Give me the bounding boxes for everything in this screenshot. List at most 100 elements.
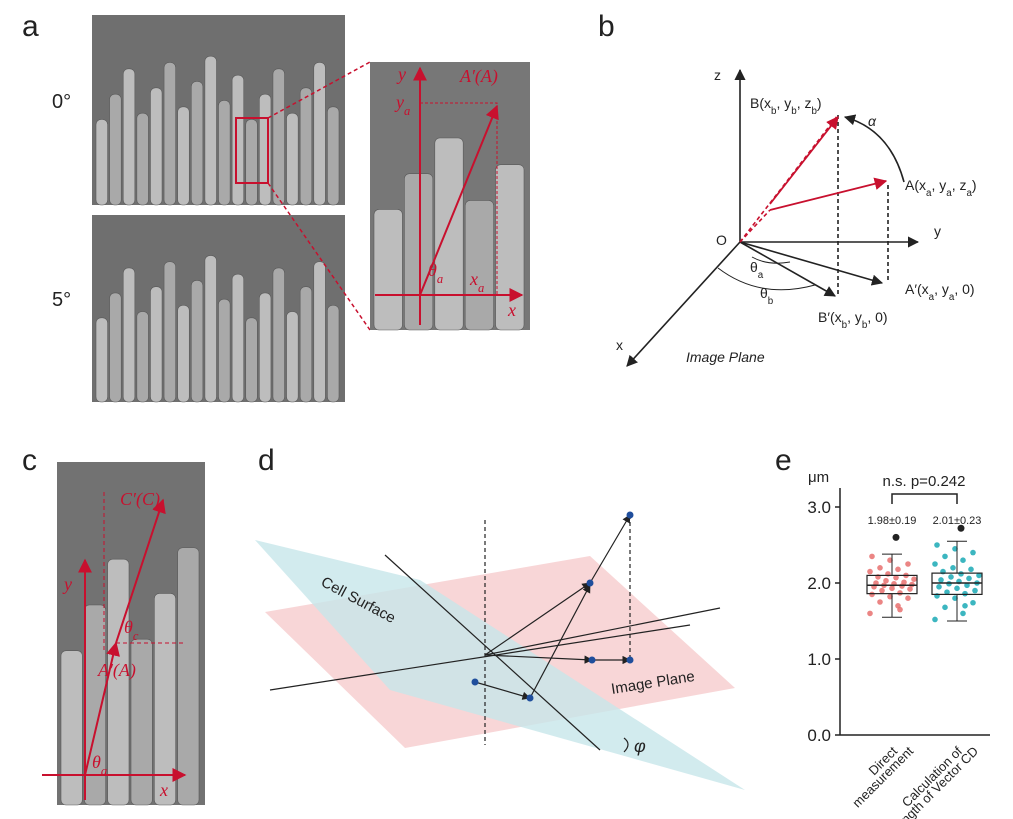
- point-label: B′(xb, yb, 0): [818, 309, 888, 331]
- sem-image: [370, 62, 530, 330]
- subscript: a: [437, 272, 443, 286]
- text-part: ): [972, 177, 977, 193]
- subscript: a: [478, 281, 484, 295]
- stereocilium: [137, 312, 149, 402]
- y-tick-label: 0.0: [807, 726, 831, 745]
- text-part: , 0): [954, 281, 974, 297]
- data-point: [879, 588, 885, 594]
- outlier: [893, 534, 900, 541]
- text-part: y: [394, 92, 404, 112]
- stereocilium: [178, 107, 190, 205]
- data-point: [895, 567, 901, 573]
- point-label: A′(A): [97, 660, 136, 681]
- data-point: [936, 584, 942, 590]
- y-tick-label: 2.0: [807, 574, 831, 593]
- stereocilium: [232, 274, 244, 402]
- data-point: [867, 569, 873, 575]
- axis-label: y: [396, 64, 406, 84]
- stereocilium: [327, 305, 339, 402]
- origin-label: O: [716, 232, 727, 248]
- text-part: B(x: [750, 95, 771, 111]
- stereocilium: [287, 113, 299, 205]
- point-label: B(xb, yb, zb): [750, 95, 822, 117]
- text-part: θ: [760, 285, 768, 301]
- shape: [589, 657, 596, 664]
- text-part: x: [469, 269, 478, 289]
- axis-label: x: [159, 780, 168, 800]
- panel-label: a: [22, 10, 39, 43]
- stereocilium: [435, 138, 463, 330]
- data-point: [883, 578, 889, 584]
- stereocilium: [404, 174, 432, 330]
- guide-line: [590, 515, 630, 583]
- data-point: [970, 600, 976, 606]
- sem-image: [92, 15, 345, 205]
- text-part: θ: [92, 752, 101, 772]
- subscript: a: [758, 270, 764, 281]
- stereocilium: [300, 88, 312, 205]
- text-part: , y: [847, 309, 862, 325]
- stereocilium: [110, 94, 122, 205]
- panel-label: e: [775, 444, 792, 477]
- stereocilium: [123, 268, 135, 402]
- stereocilium: [123, 69, 135, 205]
- guide-line: [740, 210, 770, 242]
- guide-line: [627, 242, 740, 366]
- text-part: ): [817, 95, 822, 111]
- stereocilium: [246, 318, 258, 402]
- shape: [527, 695, 534, 702]
- text-part: , z: [952, 177, 967, 193]
- data-point: [960, 557, 966, 563]
- data-point: [968, 567, 974, 573]
- stereocilium: [300, 287, 312, 402]
- subscript: a: [404, 104, 410, 118]
- data-point: [905, 561, 911, 567]
- axis-label: x: [616, 337, 623, 353]
- stereocilium: [219, 101, 231, 206]
- y-tick-label: 1.0: [807, 650, 831, 669]
- axis-label: y: [62, 574, 72, 594]
- axis-label: x: [507, 300, 516, 320]
- shape: [587, 580, 594, 587]
- text-part: A′(x: [905, 281, 929, 297]
- stereocilium: [110, 293, 122, 402]
- point-label: A(xa, ya, za): [905, 177, 977, 199]
- data-point: [938, 577, 944, 583]
- text-part: , 0): [867, 309, 887, 325]
- subscript: c: [133, 629, 139, 643]
- text-part: θ: [124, 617, 133, 637]
- data-point: [966, 576, 972, 582]
- guide-line: [770, 117, 838, 204]
- stereocilium: [178, 305, 190, 402]
- data-point: [877, 599, 883, 605]
- data-point: [962, 591, 968, 597]
- stereocilium: [327, 107, 339, 205]
- value-label: 2.01±0.23: [933, 515, 982, 527]
- stereocilium: [219, 299, 231, 402]
- stereocilium: [273, 268, 285, 402]
- stereocilium: [246, 120, 258, 206]
- stereocilium: [178, 548, 199, 805]
- shape: [627, 657, 634, 664]
- data-point: [954, 586, 960, 592]
- angle-label: θa: [750, 259, 764, 281]
- shape: [627, 512, 634, 519]
- stereocilium: [374, 209, 402, 330]
- subscript: b: [768, 296, 774, 307]
- data-point: [942, 554, 948, 560]
- shape: [472, 679, 479, 686]
- data-point: [960, 611, 966, 617]
- stereocilium: [205, 256, 217, 402]
- stereocilium: [164, 262, 176, 402]
- point-label: A′(A): [459, 66, 498, 87]
- stereocilium: [259, 293, 271, 402]
- text-part: θ: [750, 259, 758, 275]
- data-point: [869, 554, 875, 560]
- panel-label: c: [22, 444, 37, 477]
- stereocilium: [150, 287, 162, 402]
- data-point: [958, 571, 964, 577]
- data-point: [911, 576, 917, 582]
- data-point: [877, 565, 883, 571]
- text-part: B′(x: [818, 309, 842, 325]
- value-label: 1.98±0.19: [868, 515, 917, 527]
